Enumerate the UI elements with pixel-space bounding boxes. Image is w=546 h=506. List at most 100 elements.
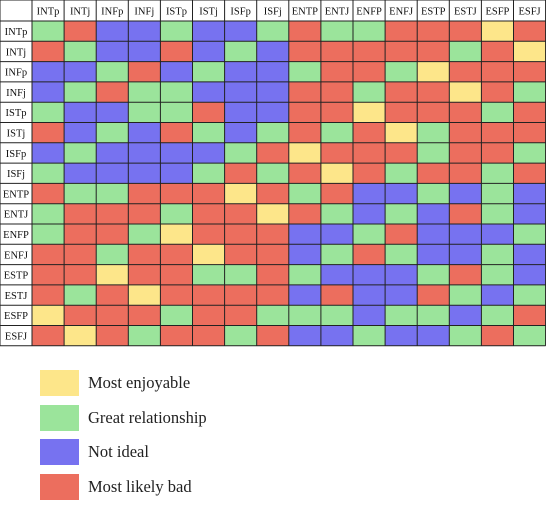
matrix-cell-ESTP-ISFj	[256, 264, 289, 285]
matrix-cell-ENFJ-INFp	[96, 244, 129, 265]
legend-label: Most enjoyable	[88, 373, 191, 393]
column-header-ISTp: ISTp	[166, 7, 187, 18]
matrix-cell-ENFJ-INTj	[64, 244, 97, 265]
matrix-cell-INFp-ESTP	[417, 61, 450, 82]
matrix-cell-INFp-ESTJ	[449, 61, 482, 82]
matrix-cell-ISTj-ENFP	[353, 122, 386, 143]
matrix-cell-ENFP-ESTP	[417, 224, 450, 245]
matrix-cell-ESFP-ISTp	[160, 305, 193, 326]
matrix-cell-ISFp-ESFJ	[513, 142, 546, 164]
matrix-cell-ENFP-INFj	[128, 224, 161, 245]
matrix-cell-ISFp-INTp	[32, 142, 65, 164]
matrix-cell-ENTJ-ENTJ	[320, 203, 353, 224]
column-header-ENFP: ENFP	[356, 7, 382, 18]
row-header-ISFj: ISFj	[7, 169, 25, 180]
matrix-cell-ESFJ-INTj	[64, 325, 97, 346]
matrix-cell-ESTJ-ENTJ	[320, 284, 353, 306]
matrix-cell-ESFP-ESFP	[481, 305, 514, 326]
matrix-cell-ESFJ-INFj	[128, 325, 161, 346]
matrix-cell-ENFP-ISTj	[192, 224, 225, 245]
matrix-cell-ENFP-ENTJ	[320, 224, 353, 245]
matrix-cell-INTj-ESFJ	[513, 41, 546, 62]
matrix-cell-ENTP-ENTP	[288, 183, 321, 204]
matrix-cell-ESFP-INFp	[96, 305, 129, 326]
matrix-cell-INTp-ESTJ	[449, 21, 482, 42]
matrix-cell-ISTp-ENFJ	[385, 102, 418, 123]
matrix-cell-ESFP-ESFJ	[513, 305, 546, 326]
column-header-ISTj: ISTj	[199, 7, 218, 18]
matrix-cell-ESTJ-INFj	[128, 284, 161, 306]
matrix-cell-ESTJ-ISFp	[224, 284, 257, 306]
matrix-cell-ENTP-ESFJ	[513, 183, 546, 204]
matrix-cell-ISTp-INFj	[128, 102, 161, 123]
matrix-cell-ENTP-ESTJ	[449, 183, 482, 204]
column-header-ESTP: ESTP	[421, 7, 446, 18]
matrix-cell-ESTJ-INFp	[96, 284, 129, 306]
matrix-cell-INFp-ISTj	[192, 61, 225, 82]
matrix-cell-ISTp-ISTj	[192, 102, 225, 123]
matrix-cell-ESTP-INTp	[32, 264, 65, 285]
matrix-cell-ISFj-ISTp	[160, 163, 193, 184]
matrix-cell-ESTJ-ISFj	[256, 284, 289, 306]
legend-item-great-relationship: Great relationship	[40, 401, 340, 436]
matrix-cell-ESTP-ENFP	[353, 264, 386, 285]
row-header-ISFp: ISFp	[6, 149, 26, 160]
matrix-cell-ESTJ-ESTJ	[449, 284, 482, 306]
matrix-cell-ESTJ-ENFJ	[385, 284, 418, 306]
matrix-cell-ENTJ-ENFP	[353, 203, 386, 224]
row-header-INFj: INFj	[6, 88, 26, 99]
matrix-cell-ENTJ-INTp	[32, 203, 65, 224]
matrix-cell-ISTj-ESTP	[417, 122, 450, 143]
matrix-cell-INTj-ISTp	[160, 41, 193, 62]
matrix-cell-INTj-ESTP	[417, 41, 450, 62]
matrix-cell-INFj-ENTP	[288, 81, 321, 103]
matrix-cell-ESFJ-ENFP	[353, 325, 386, 346]
matrix-cell-ESFP-ESTJ	[449, 305, 482, 326]
row-header-INFp: INFp	[5, 68, 27, 79]
matrix-cell-ISFp-INFj	[128, 142, 161, 164]
legend-item-not-ideal: Not ideal	[40, 435, 340, 470]
matrix-cell-INTj-INFp	[96, 41, 129, 62]
matrix-cell-ISFj-INFp	[96, 163, 129, 184]
matrix-cell-ENFP-ENTP	[288, 224, 321, 245]
matrix-cell-ENFP-ESTJ	[449, 224, 482, 245]
legend-label: Not ideal	[88, 442, 149, 462]
column-header-ENFJ: ENFJ	[389, 7, 413, 18]
matrix-cell-ENTP-ESTP	[417, 183, 450, 204]
row-header-ISTp: ISTp	[6, 108, 27, 119]
matrix-cell-INTj-ISFp	[224, 41, 257, 62]
matrix-cell-ISFj-INTj	[64, 163, 97, 184]
matrix-cell-ESFP-ESTP	[417, 305, 450, 326]
matrix-cell-ESFP-ENFJ	[385, 305, 418, 326]
matrix-cell-ISFp-INTj	[64, 142, 97, 164]
column-header-ISFj: ISFj	[264, 7, 282, 18]
matrix-cell-ISTj-ENTJ	[320, 122, 353, 143]
matrix-cell-INTp-ENTP	[288, 21, 321, 42]
column-header-INFp: INFp	[101, 7, 123, 18]
matrix-cell-ESFJ-INFp	[96, 325, 129, 346]
legend-item-most-likely-bad: Most likely bad	[40, 470, 340, 505]
matrix-cell-ESTP-ESFJ	[513, 264, 546, 285]
matrix-cell-ENTP-INFj	[128, 183, 161, 204]
matrix-cell-ENTJ-INFj	[128, 203, 161, 224]
matrix-cell-ENFP-ESFP	[481, 224, 514, 245]
matrix-cell-ESTJ-ESFJ	[513, 284, 546, 306]
matrix-cell-ENFP-ESFJ	[513, 224, 546, 245]
matrix-cell-ENFJ-ISTp	[160, 244, 193, 265]
matrix-cell-ENTJ-ESFP	[481, 203, 514, 224]
matrix-cell-ENFP-ISFj	[256, 224, 289, 245]
matrix-cell-ESTP-ESTP	[417, 264, 450, 285]
matrix-cell-ENFJ-INTp	[32, 244, 65, 265]
matrix-cell-ENTP-ISFp	[224, 183, 257, 204]
matrix-cell-ENFJ-ISTj	[192, 244, 225, 265]
matrix-cell-ESFP-INTj	[64, 305, 97, 326]
matrix-cell-ESTP-INTj	[64, 264, 97, 285]
matrix-cell-INTj-INTj	[64, 41, 97, 62]
matrix-cell-INFp-ISFp	[224, 61, 257, 82]
matrix-cell-ESTJ-ENFP	[353, 284, 386, 306]
matrix-cell-ESFP-ENFP	[353, 305, 386, 326]
matrix-cell-ENTP-ENFJ	[385, 183, 418, 204]
matrix-cell-ESFP-INTp	[32, 305, 65, 326]
matrix-cell-ISFp-INFp	[96, 142, 129, 164]
row-header-INTj: INTj	[6, 47, 26, 58]
